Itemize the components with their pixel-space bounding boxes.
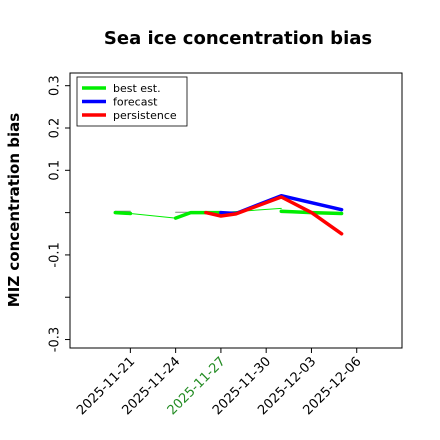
chart-title: Sea ice concentration bias [104, 28, 372, 49]
x-axis: 2025-11-212025-11-242025-11-272025-11-30… [74, 348, 365, 418]
y-tick-label: -0.1 [48, 242, 63, 267]
legend-label: best est. [113, 82, 161, 95]
legend-label: persistence [113, 109, 177, 122]
series-layer [113, 193, 344, 236]
series-line [129, 213, 177, 219]
y-tick-label: 0.1 [48, 160, 63, 181]
plot-frame [69, 72, 403, 349]
y-axis-label: MIZ concentration bias [5, 113, 23, 307]
y-tick-label: 0.2 [48, 118, 63, 139]
series-persistence [204, 195, 344, 236]
y-tick-label: -0.3 [48, 327, 63, 352]
series-line [204, 195, 344, 236]
y-axis: 0.3 0.2 0.1 -0.1 -0.3 [48, 75, 70, 352]
legend-label: forecast [113, 96, 158, 109]
plot-area [69, 72, 403, 349]
series-line [113, 210, 133, 216]
y-tick-label: 0.3 [48, 75, 63, 96]
